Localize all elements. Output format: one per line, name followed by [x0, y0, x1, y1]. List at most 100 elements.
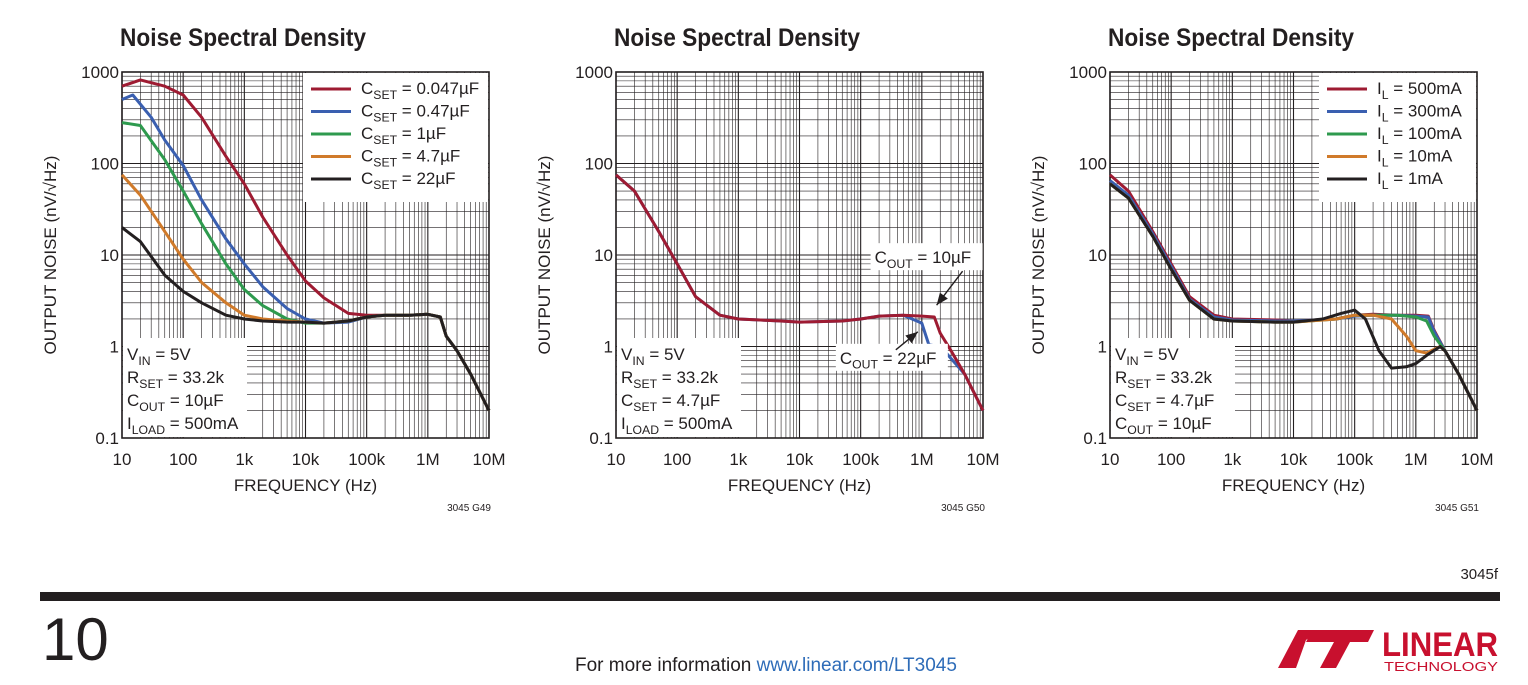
page-number: 10: [42, 606, 109, 673]
x-tick-label: 1M: [1404, 450, 1428, 469]
logo-mark-right: [1306, 630, 1374, 668]
y-tick-label: 100: [585, 155, 613, 174]
condition-text: COUT = 10µF: [127, 391, 224, 414]
x-tick-label: 10: [607, 450, 626, 469]
x-tick-label: 100k: [348, 450, 385, 469]
y-tick-label: 1000: [575, 63, 613, 82]
condition-text: ILOAD = 500mA: [127, 414, 239, 437]
x-tick-label: 100k: [1336, 450, 1373, 469]
chart-title: Noise Spectral Density: [614, 24, 860, 52]
x-tick-label: 10: [113, 450, 132, 469]
x-axis-label: FREQUENCY (Hz): [728, 476, 871, 495]
legend-label: CSET = 22µF: [361, 169, 456, 192]
annotation-label: COUT = 22µF: [840, 349, 937, 372]
footer-text: For more information: [575, 655, 752, 676]
chart-title: Noise Spectral Density: [1108, 24, 1354, 52]
y-tick-label: 100: [1079, 155, 1107, 174]
x-tick-label: 1k: [235, 450, 253, 469]
x-tick-label: 100: [1157, 450, 1185, 469]
figure-code: 3045 G49: [447, 503, 491, 514]
x-tick-label: 1M: [416, 450, 440, 469]
x-tick-label: 10M: [966, 450, 999, 469]
conditions-background: [1111, 338, 1235, 437]
logo-wordmark: LINEAR: [1382, 626, 1498, 664]
condition-text: VIN = 5V: [127, 345, 191, 368]
footer-link[interactable]: www.linear.com/LT3045: [756, 655, 957, 676]
conditions-background: [617, 338, 741, 437]
y-tick-label: 1: [110, 338, 119, 357]
legend-label: CSET = 0.47µF: [361, 102, 470, 125]
legend-label: CSET = 4.7µF: [361, 147, 460, 170]
legend-label: IL = 500mA: [1377, 79, 1462, 102]
x-tick-label: 1k: [1223, 450, 1241, 469]
x-tick-label: 10k: [786, 450, 814, 469]
legend-label: IL = 300mA: [1377, 102, 1462, 125]
condition-text: ILOAD = 500mA: [621, 414, 733, 437]
figure-code: 3045 G50: [941, 503, 985, 514]
y-tick-label: 1000: [81, 63, 119, 82]
y-tick-label: 10: [594, 246, 613, 265]
condition-text: RSET = 33.2k: [621, 368, 719, 391]
series-line-5: [1109, 182, 1479, 412]
annotation: COUT = 22µF: [835, 331, 948, 372]
condition-text: VIN = 5V: [1115, 345, 1179, 368]
y-tick-label: 1: [1098, 338, 1107, 357]
y-axis-label: OUTPUT NOISE (nV/√Hz): [1029, 156, 1048, 355]
annotation-arrow-head: [936, 292, 948, 306]
x-tick-label: 10M: [472, 450, 505, 469]
y-axis-label: OUTPUT NOISE (nV/√Hz): [535, 156, 554, 355]
x-tick-label: 1k: [729, 450, 747, 469]
condition-text: CSET = 4.7µF: [1115, 391, 1214, 414]
legend-label: IL = 1mA: [1377, 169, 1444, 192]
plot-frame: [1109, 71, 1478, 439]
annotation-arrow-head: [905, 331, 918, 344]
condition-text: RSET = 33.2k: [1115, 368, 1213, 391]
plot-frame: [615, 71, 984, 439]
annotation-background: [870, 243, 983, 271]
x-tick-label: 10M: [1460, 450, 1493, 469]
doc-reference: 3045f: [1460, 566, 1498, 583]
x-tick-label: 100k: [842, 450, 879, 469]
footer-rule: [40, 592, 1500, 601]
series-group: [120, 78, 491, 412]
legend-label: IL = 10mA: [1377, 147, 1453, 170]
x-axis-label: FREQUENCY (Hz): [1222, 476, 1365, 495]
legend-label: CSET = 1µF: [361, 124, 446, 147]
conditions-background: [123, 338, 247, 437]
linear-technology-logo: LINEAR TECHNOLOGY: [1278, 626, 1498, 674]
y-tick-label: 0.1: [95, 429, 119, 448]
legend-label: IL = 100mA: [1377, 124, 1462, 147]
x-tick-label: 1M: [910, 450, 934, 469]
x-tick-label: 100: [663, 450, 691, 469]
logo-mark-left: [1278, 630, 1320, 668]
condition-text: COUT = 10µF: [1115, 414, 1212, 437]
figure-code: 3045 G51: [1435, 503, 1479, 514]
plot-frame: [121, 71, 490, 439]
x-tick-label: 10k: [1280, 450, 1308, 469]
x-axis-label: FREQUENCY (Hz): [234, 476, 377, 495]
y-tick-label: 0.1: [589, 429, 613, 448]
y-tick-label: 10: [1088, 246, 1107, 265]
y-tick-label: 1: [604, 338, 613, 357]
logo-subtext: TECHNOLOGY: [1384, 659, 1498, 674]
x-tick-label: 10: [1101, 450, 1120, 469]
series-group: [1109, 173, 1479, 412]
chart-title: Noise Spectral Density: [120, 24, 366, 52]
legend-label: CSET = 0.047µF: [361, 79, 479, 102]
footer-info: For more information www.linear.com/LT30…: [575, 655, 957, 677]
annotation-background: [835, 343, 948, 371]
y-axis-label: OUTPUT NOISE (nV/√Hz): [41, 156, 60, 355]
y-tick-label: 0.1: [1083, 429, 1107, 448]
series-line-5: [121, 226, 491, 412]
condition-text: CSET = 4.7µF: [621, 391, 720, 414]
x-tick-label: 100: [169, 450, 197, 469]
